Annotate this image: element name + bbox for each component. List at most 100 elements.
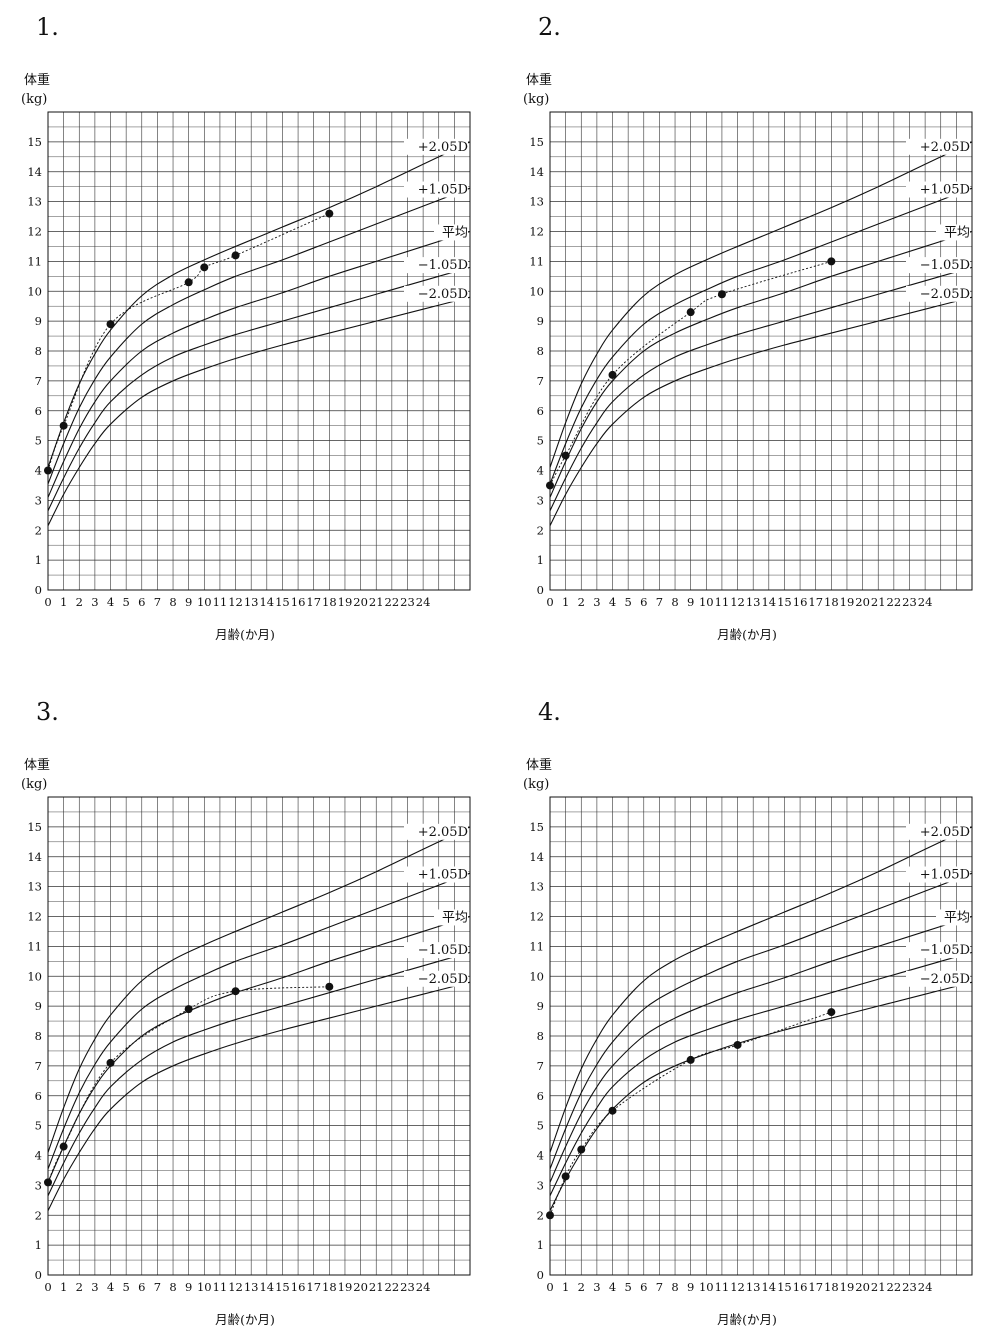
reference-curve [47, 266, 471, 512]
x-tick-label: 5 [122, 595, 129, 609]
y-tick-label: 13 [27, 195, 42, 209]
y-tick-label: 15 [27, 820, 42, 834]
data-point [200, 263, 209, 272]
reference-curve-label: 平均 [442, 225, 468, 240]
x-tick-label: 12 [730, 595, 745, 609]
y-tick-label: 11 [529, 939, 544, 953]
x-tick-label: 10 [699, 1280, 714, 1294]
curve-label-bg [404, 181, 468, 198]
x-tick-label: 10 [197, 1280, 212, 1294]
x-tick-label: 13 [244, 1280, 259, 1294]
x-tick-label: 23 [400, 595, 415, 609]
x-tick-label: 17 [808, 1280, 823, 1294]
y-tick-label: 6 [35, 1089, 42, 1103]
x-tick-label: 19 [338, 595, 353, 609]
curve-label-bg [404, 257, 468, 274]
x-axis-label: 月齢(か月) [717, 1312, 777, 1327]
data-point [608, 370, 617, 379]
x-tick-label: 11 [213, 595, 228, 609]
x-tick-label: 3 [593, 1280, 600, 1294]
reference-curve-label: +1.05D [418, 183, 468, 198]
chart-number: 1. [36, 13, 59, 41]
x-tick-label: 8 [169, 595, 176, 609]
reference-curve [47, 872, 471, 1170]
reference-curve-label: −2.05D [920, 972, 970, 987]
y-tick-label: 2 [537, 523, 544, 537]
y-tick-label: 9 [537, 999, 544, 1013]
y-tick-label: 5 [35, 434, 42, 448]
x-tick-label: 21 [871, 1280, 886, 1294]
curve-label-bg [936, 909, 970, 926]
y-axis-label: 体重 [526, 757, 552, 773]
y-tick-label: 13 [529, 195, 544, 209]
x-tick-label: 21 [871, 595, 886, 609]
x-tick-label: 8 [671, 595, 678, 609]
data-point [184, 278, 193, 287]
x-tick-label: 7 [656, 595, 663, 609]
y-axis-label: 体重 [526, 72, 552, 88]
y-tick-label: 12 [27, 225, 42, 239]
x-tick-label: 12 [228, 595, 243, 609]
curve-label-bg [906, 970, 970, 987]
y-tick-label: 13 [529, 880, 544, 894]
y-tick-label: 1 [35, 553, 42, 567]
curve-label-bg [906, 866, 970, 883]
x-tick-label: 22 [887, 595, 902, 609]
x-tick-label: 14 [259, 1280, 274, 1294]
y-tick-label: 15 [529, 820, 544, 834]
x-tick-label: 14 [761, 1280, 776, 1294]
plot-frame [47, 796, 471, 1276]
x-tick-label: 20 [353, 595, 368, 609]
x-tick-label: 4 [107, 1280, 114, 1294]
x-tick-label: 13 [746, 1280, 761, 1294]
reference-curve-label: −1.05D [418, 258, 468, 273]
y-tick-label: 2 [35, 1208, 42, 1222]
y-tick-label: 11 [27, 939, 42, 953]
x-tick-label: 0 [44, 1280, 51, 1294]
y-tick-label: 9 [537, 314, 544, 328]
y-tick-label: 7 [537, 374, 544, 388]
y-tick-label: 8 [35, 344, 42, 358]
reference-curve-label: +1.05D [418, 868, 468, 883]
reference-curve-label: −2.05D [418, 972, 468, 987]
x-tick-label: 18 [322, 1280, 337, 1294]
reference-curve-label: +2.05D [920, 140, 970, 155]
x-tick-label: 2 [76, 1280, 83, 1294]
curve-label-bg [404, 942, 468, 959]
data-point [231, 987, 240, 996]
y-tick-label: 9 [35, 999, 42, 1013]
y-tick-label: 15 [27, 135, 42, 149]
curve-label-bg [404, 866, 468, 883]
y-tick-label: 2 [537, 1208, 544, 1222]
data-point [106, 320, 115, 329]
x-tick-label: 0 [546, 595, 553, 609]
reference-curve [47, 230, 471, 498]
x-tick-label: 16 [793, 595, 808, 609]
reference-curve [549, 951, 973, 1197]
x-axis-label: 月齢(か月) [717, 627, 777, 642]
y-tick-label: 12 [529, 910, 544, 924]
y-tick-label: 4 [35, 1149, 42, 1163]
reference-curve-label: −1.05D [920, 943, 970, 958]
curve-label-bg [434, 909, 468, 926]
x-tick-label: 9 [185, 1280, 192, 1294]
curve-label-bg [404, 285, 468, 302]
x-tick-label: 6 [138, 595, 145, 609]
y-tick-label: 1 [537, 1238, 544, 1252]
reference-curve [549, 872, 973, 1170]
x-tick-label: 6 [640, 595, 647, 609]
x-tick-label: 15 [777, 1280, 792, 1294]
x-tick-label: 9 [687, 595, 694, 609]
y-tick-label: 10 [529, 969, 544, 983]
y-tick-label: 14 [27, 850, 42, 864]
x-tick-label: 24 [918, 1280, 933, 1294]
chart-number: 2. [538, 13, 561, 41]
y-tick-label: 8 [35, 1029, 42, 1043]
data-point [546, 481, 554, 490]
chart-number: 3. [36, 698, 59, 726]
x-tick-label: 6 [640, 1280, 647, 1294]
measurement-line [47, 986, 330, 1183]
x-tick-label: 23 [400, 1280, 415, 1294]
